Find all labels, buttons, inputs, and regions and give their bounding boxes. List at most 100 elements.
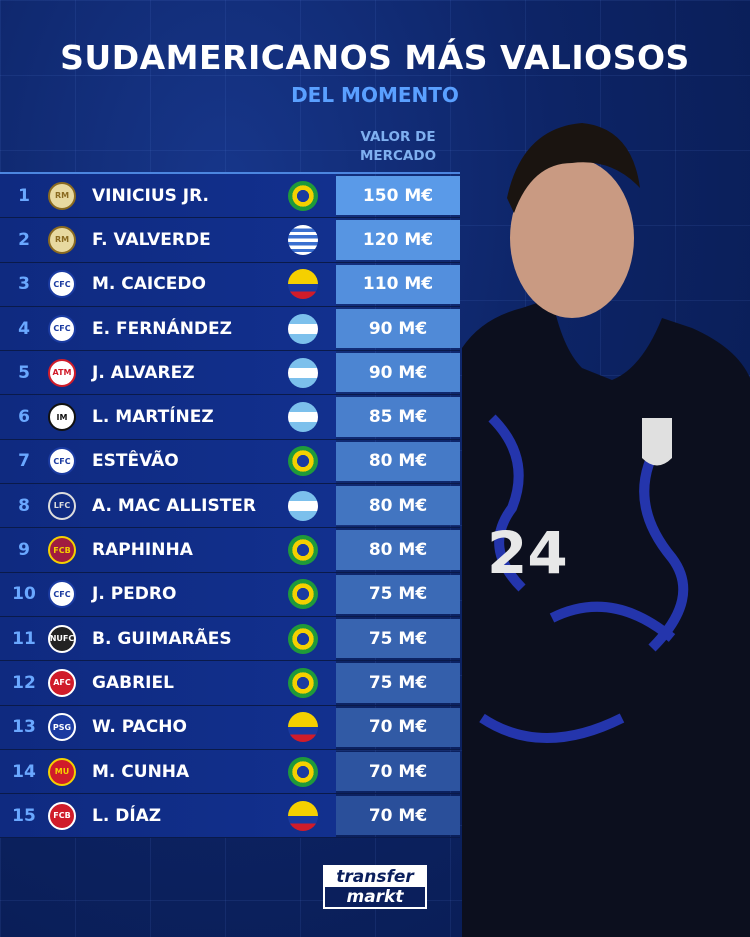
colombia-flag-icon: [288, 800, 318, 831]
rank: 15: [12, 805, 36, 826]
market-value: 75 M€: [336, 618, 460, 659]
column-header-line: MERCADO: [359, 148, 437, 164]
brazil-flag-icon: [288, 623, 318, 654]
player-name: VINICIUS JR.: [92, 185, 209, 206]
table-row: 3 CFC M. CAICEDO 110 M€: [0, 262, 460, 307]
chelsea-crest-icon: CFC: [48, 314, 76, 343]
chelsea-crest-icon: CFC: [48, 580, 76, 609]
market-value: 75 M€: [336, 574, 460, 614]
arsenal-crest-icon: AFC: [48, 668, 76, 697]
brazil-flag-icon: [288, 579, 318, 610]
rank: 11: [12, 628, 36, 649]
market-value: 85 M€: [336, 397, 460, 437]
brazil-flag-icon: [288, 180, 318, 211]
player-name: GABRIEL: [92, 672, 174, 693]
chelsea-crest-icon: CFC: [48, 270, 76, 299]
rank: 3: [18, 274, 30, 295]
real-madrid-crest-icon: RM: [48, 225, 76, 254]
newcastle-crest-icon: NUFC: [48, 624, 76, 653]
brazil-flag-icon: [288, 446, 318, 477]
player-name: A. MAC ALLISTER: [92, 495, 257, 516]
rank: 13: [12, 717, 36, 738]
market-value: 120 M€: [336, 220, 460, 260]
chelsea-crest-icon: CFC: [48, 447, 76, 476]
player-name: ESTÊVÃO: [92, 451, 179, 472]
page-title: SUDAMERICANOS MÁS VALIOSOS: [60, 38, 690, 77]
inter-crest-icon: IM: [48, 403, 76, 432]
player-name: W. PACHO: [92, 717, 187, 738]
table-row: 13 PSG W. PACHO 70 M€: [0, 705, 460, 750]
table-row: 8 LFC A. MAC ALLISTER 80 M€: [0, 484, 460, 529]
rank: 2: [18, 229, 30, 250]
market-value: 90 M€: [336, 353, 460, 393]
rank: 6: [18, 407, 30, 428]
column-header-line: VALOR DE: [360, 129, 436, 145]
uruguay-flag-icon: [288, 224, 318, 255]
page-subtitle: DEL MOMENTO: [291, 83, 459, 107]
player-name: RAPHINHA: [92, 540, 193, 561]
player-name: E. FERNÁNDEZ: [92, 318, 232, 339]
rank: 8: [18, 495, 30, 516]
jersey-number: 24: [487, 519, 568, 587]
psg-crest-icon: PSG: [48, 713, 76, 742]
rank: 1: [18, 185, 30, 206]
market-value: 80 M€: [336, 441, 460, 482]
table-row: 14 MU M. CUNHA 70 M€: [0, 749, 460, 795]
player-name: M. CAICEDO: [92, 274, 206, 295]
market-value: 80 M€: [336, 486, 460, 526]
market-value: 70 M€: [336, 796, 460, 836]
player-name: B. GUIMARÃES: [92, 628, 232, 649]
logo-line1: transfer: [336, 867, 414, 887]
argentina-flag-icon: [288, 490, 318, 521]
market-value: 80 M€: [336, 530, 460, 570]
real-madrid-crest-icon: RM: [48, 181, 76, 210]
table-row: 1 RM VINICIUS JR. 150 M€: [0, 174, 460, 219]
rank: 10: [12, 584, 36, 605]
rank: 7: [18, 451, 30, 472]
rank: 4: [18, 318, 30, 339]
rank: 12: [12, 672, 36, 693]
table-row: 6 IM L. MARTÍNEZ 85 M€: [0, 395, 460, 440]
brazil-flag-icon: [288, 535, 318, 566]
player-name: M. CUNHA: [92, 761, 190, 782]
column-header-market-value: VALOR DE MERCADO: [336, 128, 460, 166]
table-row: 2 RM F. VALVERDE 120 M€: [0, 218, 460, 263]
market-value: 90 M€: [336, 308, 460, 349]
liverpool-crest-icon: LFC: [48, 491, 76, 520]
atletico-madrid-crest-icon: ATM: [48, 358, 76, 387]
market-value: 70 M€: [336, 751, 460, 792]
player-name: L. DÍAZ: [92, 805, 162, 826]
player-name: J. ALVAREZ: [92, 362, 195, 383]
player-name: L. MARTÍNEZ: [92, 407, 214, 428]
bayern-crest-icon: FCB: [48, 801, 76, 830]
brazil-flag-icon: [288, 756, 318, 787]
ranking-table: 1 RM VINICIUS JR. 150 M€ 2 RM F. VALVERD…: [0, 172, 460, 839]
market-value: 110 M€: [336, 264, 460, 304]
logo-line2: markt: [325, 887, 425, 907]
brazil-flag-icon: [288, 667, 318, 698]
table-row: 5 ATM J. ALVAREZ 90 M€: [0, 351, 460, 396]
player-name: F. VALVERDE: [92, 229, 211, 250]
transfermarkt-logo: transfer markt: [323, 865, 427, 909]
rank: 5: [18, 362, 30, 383]
player-name: J. PEDRO: [92, 584, 177, 605]
ecuador-flag-icon: [288, 269, 318, 300]
player-photo: 24: [462, 123, 750, 937]
ecuador-flag-icon: [288, 712, 318, 743]
market-value: 70 M€: [336, 707, 460, 747]
table-row: 10 CFC J. PEDRO 75 M€: [0, 572, 460, 617]
argentina-flag-icon: [288, 402, 318, 433]
market-value: 75 M€: [336, 663, 460, 703]
barcelona-crest-icon: FCB: [48, 536, 76, 565]
manchester-united-crest-icon: MU: [48, 757, 76, 786]
argentina-flag-icon: [288, 357, 318, 388]
rank: 9: [18, 540, 30, 561]
table-row: 9 FCB RAPHINHA 80 M€: [0, 528, 460, 573]
table-row: 4 CFC E. FERNÁNDEZ 90 M€: [0, 306, 460, 352]
table-row: 7 CFC ESTÊVÃO 80 M€: [0, 439, 460, 485]
rank: 14: [12, 761, 36, 782]
argentina-flag-icon: [288, 313, 318, 344]
table-row: 11 NUFC B. GUIMARÃES 75 M€: [0, 616, 460, 662]
market-value: 150 M€: [336, 176, 460, 216]
table-row: 12 AFC GABRIEL 75 M€: [0, 661, 460, 706]
